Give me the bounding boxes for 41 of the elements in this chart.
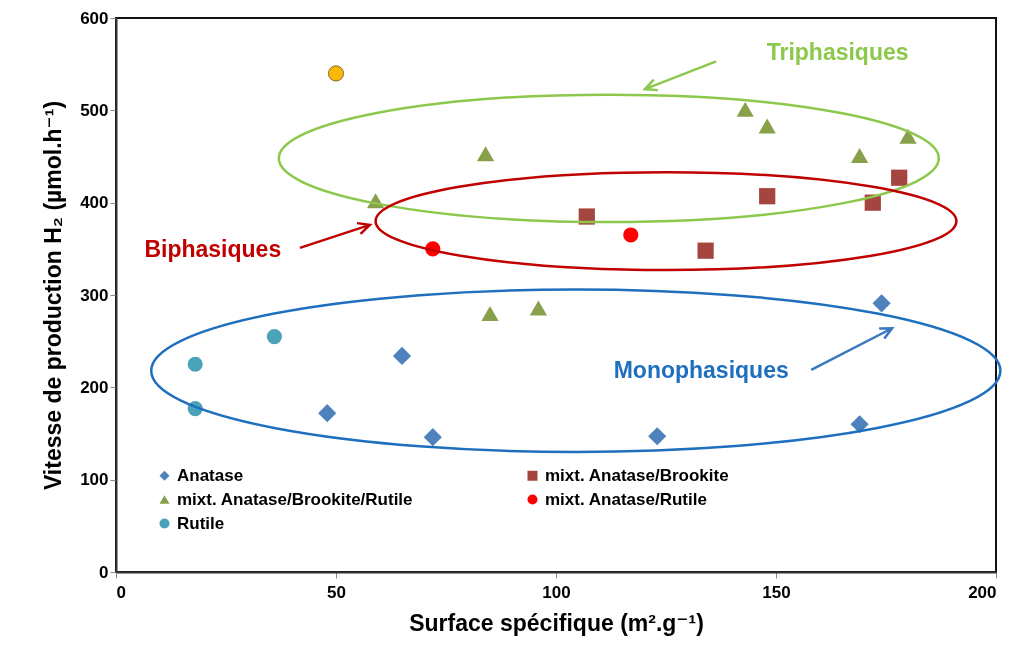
point: [850, 415, 869, 434]
annotation: Monophasiques: [613, 356, 789, 383]
point: [759, 188, 776, 205]
point: [850, 148, 869, 164]
point: [481, 306, 499, 321]
point: [423, 428, 442, 447]
legend-label: Anatase: [177, 465, 244, 485]
point: [623, 227, 639, 243]
point: [891, 169, 908, 186]
x-tick-label: 200: [968, 582, 997, 602]
point: [758, 118, 776, 134]
point: [736, 101, 754, 117]
point: [392, 346, 412, 366]
point: [648, 427, 667, 446]
y-tick-label: 200: [80, 377, 109, 397]
x-tick-label: 150: [762, 582, 791, 602]
legend-label: mixt. Anatase/Brookite: [545, 465, 729, 485]
y-tick-label: 0: [99, 562, 109, 582]
point: [476, 146, 495, 162]
point: [318, 404, 337, 423]
point: [872, 294, 891, 313]
point: [266, 328, 282, 345]
legend-label: mixt. Anatase/Brookite/Rutile: [177, 489, 413, 509]
point: [327, 65, 345, 82]
y-tick-label: 400: [80, 193, 109, 213]
annotation: Biphasiques: [144, 235, 282, 262]
x-tick-label: 0: [116, 582, 126, 602]
point: [187, 356, 203, 372]
annotation: Triphasiques: [766, 39, 909, 66]
legend-label: Rutile: [177, 513, 225, 533]
y-tick-label: 600: [80, 8, 109, 28]
x-tick-label: 100: [542, 582, 571, 602]
point: [529, 300, 548, 316]
x-tick-label: 50: [327, 582, 346, 602]
x-axis-title: Surface spécifique (m².g⁻¹): [409, 609, 704, 636]
point: [697, 242, 714, 259]
y-tick-label: 100: [80, 470, 109, 490]
y-tick-label: 300: [80, 285, 109, 305]
y-axis-title: Vitesse de production H₂ (µmol.h⁻¹): [40, 100, 67, 491]
y-tick-label: 500: [80, 100, 109, 120]
legend-label: mixt. Anatase/Rutile: [545, 489, 707, 509]
